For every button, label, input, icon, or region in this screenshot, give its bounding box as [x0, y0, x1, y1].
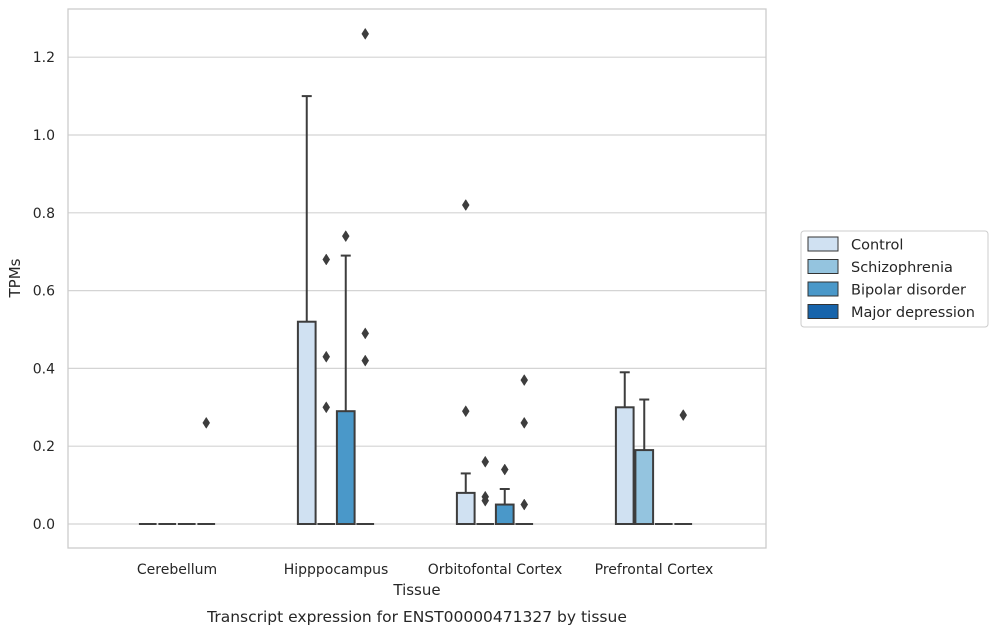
legend: Control Schizophrenia Bipolar disorder Majo… — [800, 230, 989, 328]
box-major-depression — [356, 27, 375, 525]
x-axis-title: Tissue — [392, 581, 440, 599]
box-bipolar-disorder — [335, 230, 356, 525]
y-tick-label: 0.8 — [33, 206, 55, 222]
y-tick-label: 0.2 — [33, 439, 55, 455]
outlier-point — [520, 416, 529, 429]
outlier-point — [481, 494, 490, 507]
legend-label: Schizophrenia — [851, 260, 953, 276]
legend-label: Control — [851, 238, 903, 254]
grid-lines — [68, 56, 766, 525]
y-tick-label: 0.0 — [33, 517, 55, 533]
box-control — [296, 95, 317, 525]
y-tick-label: 0.6 — [33, 284, 55, 300]
box-body — [335, 410, 356, 525]
outlier-point — [361, 354, 370, 367]
box-major-depression — [515, 374, 534, 525]
outlier-point — [520, 374, 529, 387]
legend-swatch — [807, 236, 839, 252]
box-schizophrenia — [476, 455, 495, 525]
x-tick-label: Orbitofontal Cortex — [428, 562, 563, 578]
x-tick-label: Prefrontal Cortex — [595, 562, 714, 578]
plot-area-frame — [67, 8, 767, 549]
legend-swatch — [807, 259, 839, 274]
outlier-point — [461, 199, 470, 211]
box-control — [455, 199, 476, 526]
legend-swatch — [807, 281, 839, 297]
box-bipolar-disorder — [494, 463, 515, 525]
outlier-point — [361, 27, 370, 40]
x-tick-label: Hipppocampus — [284, 562, 389, 578]
x-tick-label: Cerebellum — [137, 562, 217, 578]
box-major-depression — [197, 416, 216, 525]
box-control — [614, 371, 635, 525]
box-schizophrenia — [317, 253, 336, 525]
outlier-point — [341, 230, 350, 243]
legend-frame — [800, 230, 989, 328]
y-tick-label: 1.0 — [33, 128, 55, 144]
outlier-point — [481, 455, 490, 468]
outlier-point — [361, 327, 370, 340]
outlier-point — [679, 409, 688, 422]
outlier-point — [500, 463, 509, 476]
chart-caption: Transcript expression for ENST0000047132… — [206, 608, 627, 626]
y-tick-label: 1.2 — [33, 50, 55, 66]
box-body — [455, 491, 476, 526]
box-body — [614, 406, 635, 525]
outlier-point — [322, 350, 331, 363]
box-body — [494, 503, 515, 525]
boxes — [138, 27, 693, 526]
outlier-point — [461, 405, 470, 418]
y-axis-ticks: 0.0 0.2 0.4 0.6 0.8 1.0 1.2 — [33, 50, 55, 533]
legend-label: Major depression — [851, 305, 975, 321]
box-schizophrenia — [634, 398, 655, 525]
box-major-depression — [674, 409, 693, 525]
outlier-point — [322, 401, 331, 414]
box-body — [296, 320, 317, 525]
outlier-point — [520, 498, 529, 511]
outlier-point — [202, 416, 211, 429]
x-axis-ticks: Cerebellum Hipppocampus Orbitofontal Corte… — [137, 562, 713, 578]
y-axis-title: TPMs — [6, 258, 24, 298]
legend-label: Bipolar disorder — [851, 283, 966, 299]
legend-swatch — [807, 304, 839, 319]
y-tick-label: 0.4 — [33, 361, 55, 377]
outlier-point — [322, 253, 331, 266]
box-body — [634, 449, 655, 525]
